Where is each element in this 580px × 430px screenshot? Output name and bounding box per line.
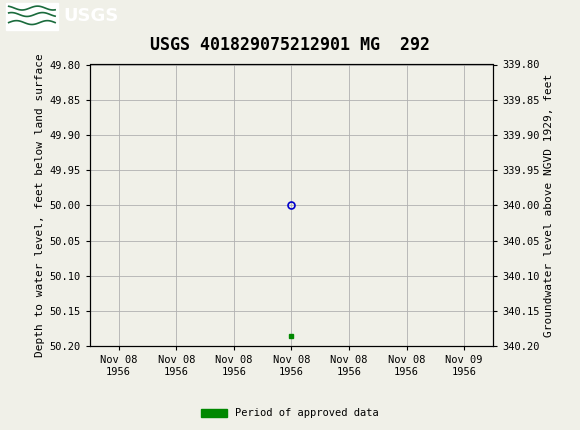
Y-axis label: Depth to water level, feet below land surface: Depth to water level, feet below land su… bbox=[35, 53, 45, 357]
Text: USGS 401829075212901 MG  292: USGS 401829075212901 MG 292 bbox=[150, 36, 430, 54]
Legend: Period of approved data: Period of approved data bbox=[197, 404, 383, 423]
Text: USGS: USGS bbox=[64, 7, 119, 25]
Y-axis label: Groundwater level above NGVD 1929, feet: Groundwater level above NGVD 1929, feet bbox=[543, 74, 554, 337]
Bar bbox=[6, 3, 58, 30]
